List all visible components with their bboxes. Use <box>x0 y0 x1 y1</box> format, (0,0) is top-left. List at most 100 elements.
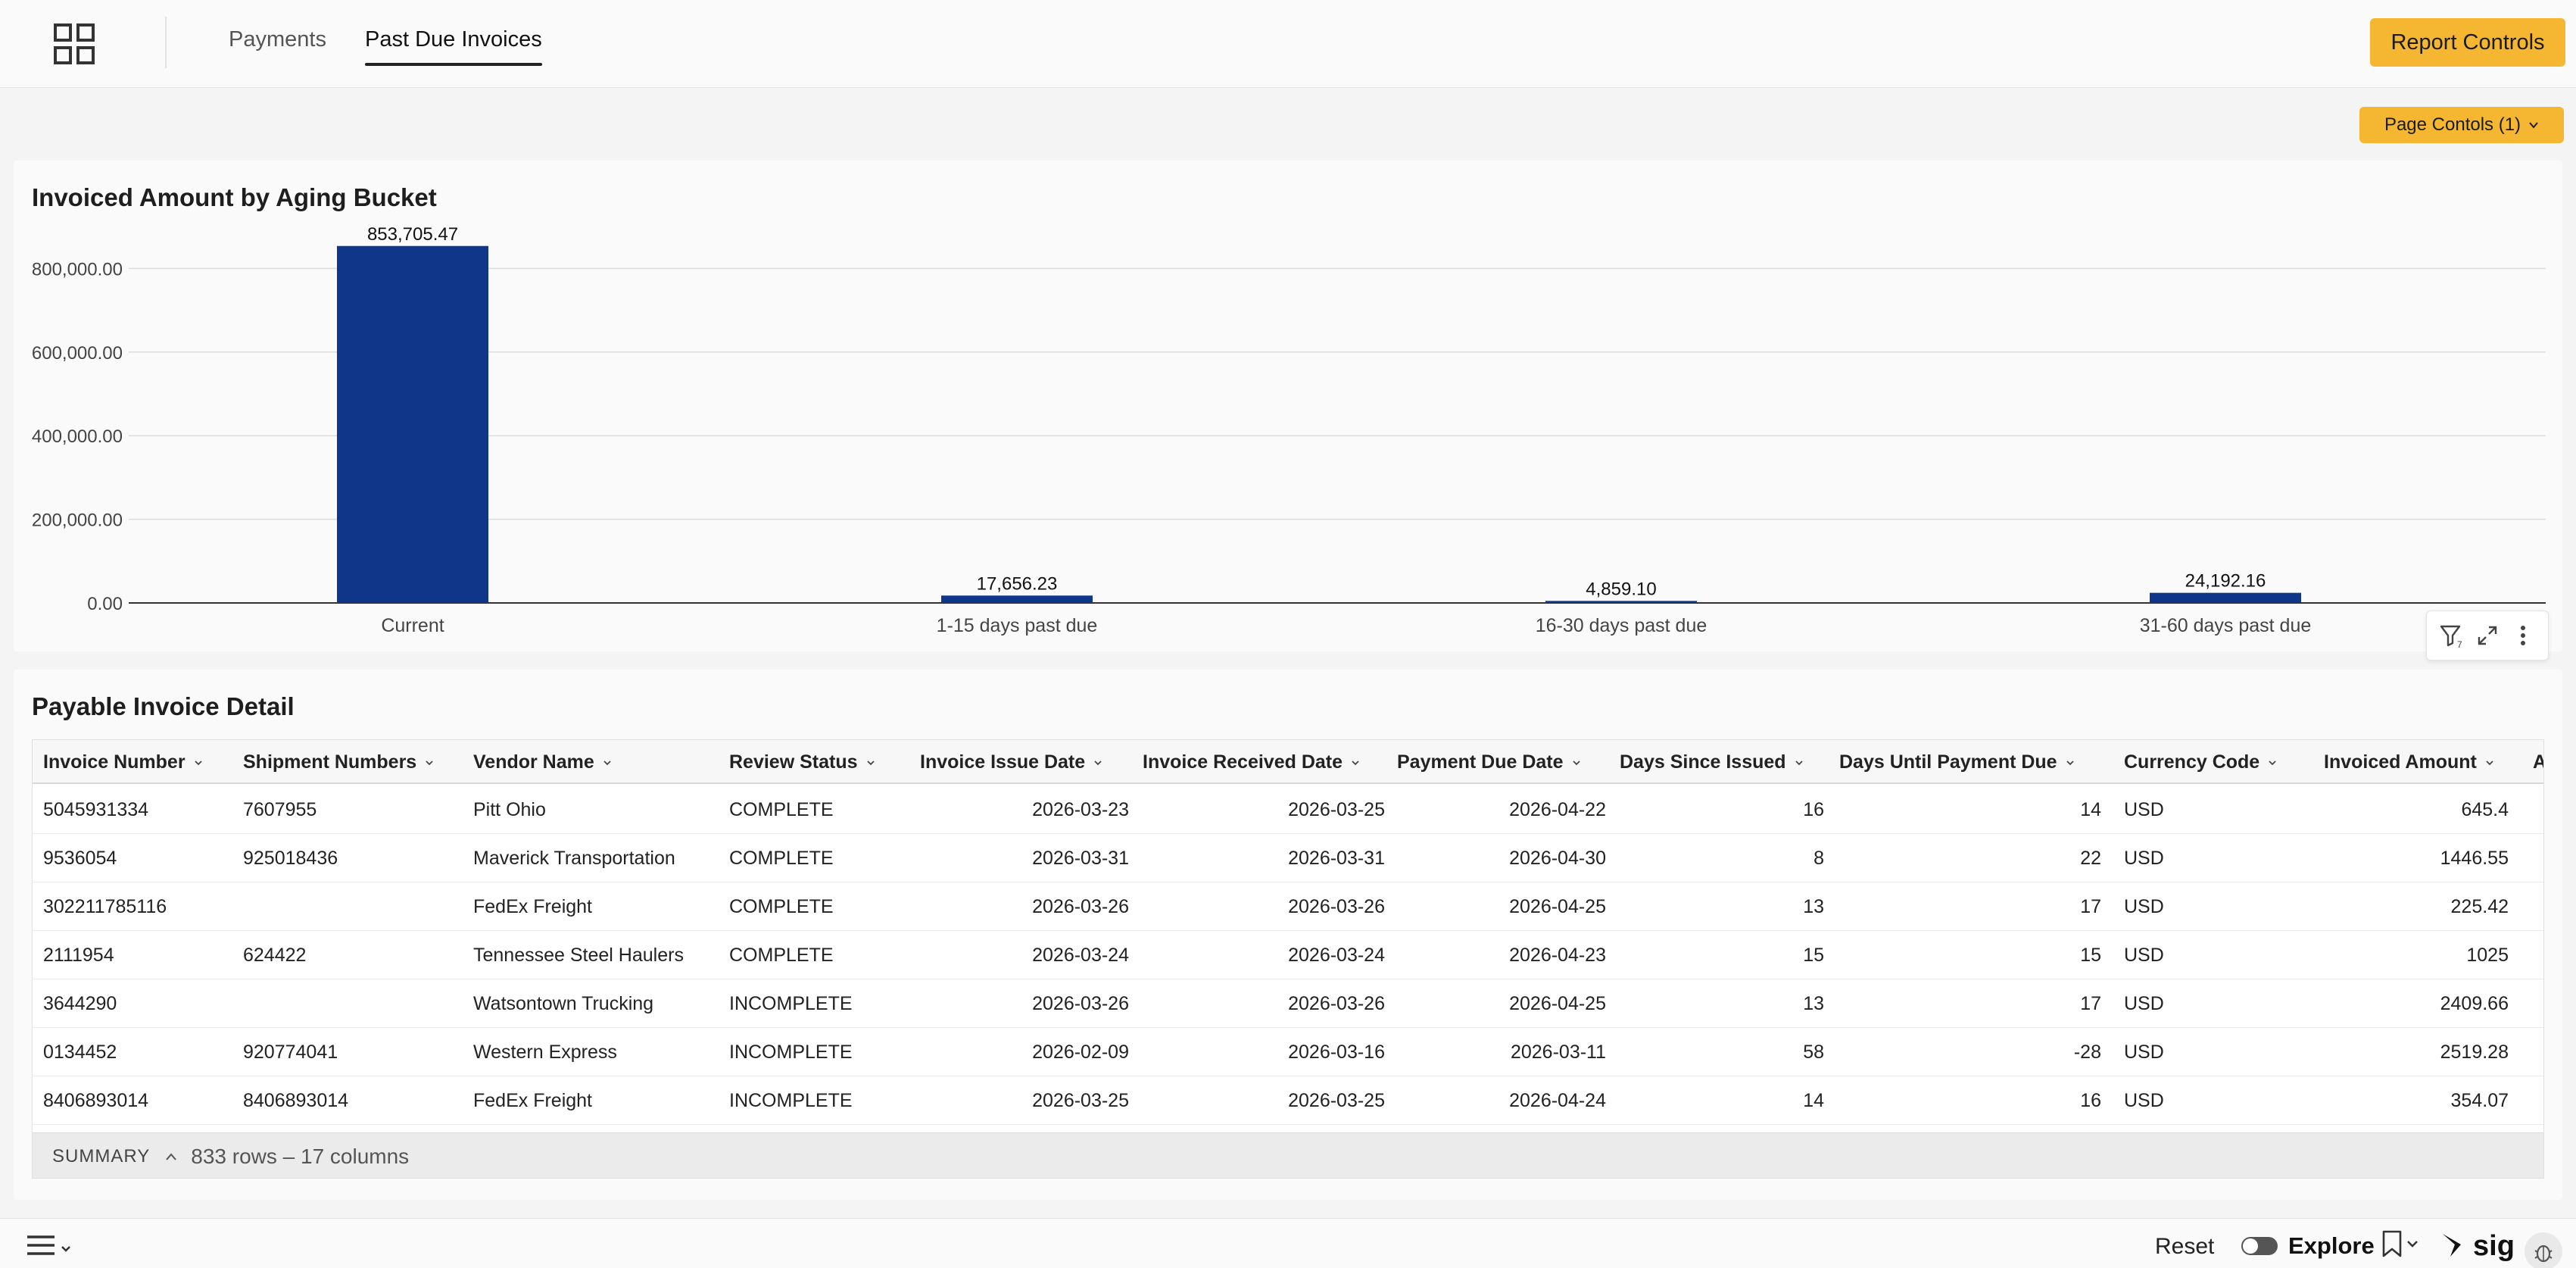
tab-payments[interactable]: Payments <box>229 27 326 52</box>
column-header-label: Invoice Received Date <box>1143 751 1343 773</box>
column-header-ap[interactable]: Ap <box>2533 740 2543 784</box>
bar-2[interactable] <box>1545 601 1697 603</box>
table-cell-days-since-issued: 13 <box>1803 896 1824 917</box>
column-header-payment-due-date[interactable]: Payment Due Date <box>1397 740 1582 784</box>
table-cell-invoice-number: 9536054 <box>43 848 117 869</box>
chevron-down-icon[interactable] <box>424 757 435 768</box>
column-header-days-until-payment-due[interactable]: Days Until Payment Due <box>1839 740 2075 784</box>
table-cell-review-status: COMPLETE <box>729 945 834 966</box>
table-row[interactable]: 302211785116 FedEx Freight COMPLETE 2026-03… <box>33 882 2543 931</box>
y-tick-label: 200,000.00 <box>32 511 123 531</box>
hamburger-menu-icon[interactable] <box>26 1234 76 1257</box>
column-header-invoice-received-date[interactable]: Invoice Received Date <box>1143 740 1361 784</box>
table-cell-review-status: COMPLETE <box>729 848 834 869</box>
apps-grid-icon[interactable] <box>53 23 95 65</box>
column-header-review-status[interactable]: Review Status <box>729 740 876 784</box>
table-cell-invoice-number: 2111954 <box>43 945 114 966</box>
table-cell-invoice-number: 5045931334 <box>43 799 149 820</box>
table-header: Invoice Number Shipment Numbers Vendor Nam… <box>33 740 2543 784</box>
expand-icon[interactable] <box>2474 622 2501 649</box>
table-cell-invoice-number: 302211785116 <box>43 896 167 917</box>
topbar-divider <box>165 17 167 68</box>
table-cell-review-status: INCOMPLETE <box>729 993 853 1014</box>
table-row[interactable]: 0134452 920774041 Western Express INCOMPLET… <box>33 1028 2543 1076</box>
column-header-invoiced-amount[interactable]: Invoiced Amount <box>2324 740 2495 784</box>
table-cell-invoice-received-date: 2026-03-24 <box>1288 945 1385 966</box>
table-cell-days-until-payment-due: 16 <box>2080 1090 2101 1111</box>
table-cell-payment-due-date: 2026-04-25 <box>1509 993 1606 1014</box>
table-cell-days-since-issued: 13 <box>1803 993 1824 1014</box>
tab-past-due-invoices[interactable]: Past Due Invoices <box>365 27 542 66</box>
bookmark-icon[interactable] <box>2379 1229 2423 1258</box>
table-cell-currency-code: USD <box>2124 848 2164 869</box>
column-header-label: Currency Code <box>2124 751 2260 773</box>
table-cell-currency-code: USD <box>2124 1042 2164 1063</box>
table-cell-invoice-number: 3644290 <box>43 993 117 1014</box>
table-cell-invoiced-amount: 2519.28 <box>2440 1042 2509 1063</box>
bar-3[interactable] <box>2150 592 2301 603</box>
bar-data-label: 4,859.10 <box>1586 579 1656 599</box>
column-header-label: Vendor Name <box>473 751 594 773</box>
reset-button[interactable]: Reset <box>2155 1234 2215 1259</box>
page-controls-button[interactable]: Page Contols (1) <box>2359 107 2564 143</box>
table-row[interactable]: 5045931334 7607955 Pitt Ohio COMPLETE 2026-0… <box>33 785 2543 834</box>
table-row[interactable]: 2111954 624422 Tennessee Steel Haulers COMP… <box>33 931 2543 979</box>
chart-title: Invoiced Amount by Aging Bucket <box>32 183 437 211</box>
table-cell-invoice-received-date: 2026-03-25 <box>1288 1090 1385 1111</box>
table-cell-payment-due-date: 2026-04-30 <box>1509 848 1606 869</box>
table-row[interactable]: 3644290 Watsontown Trucking INCOMPLETE 2026… <box>33 979 2543 1028</box>
table-cell-invoice-issue-date: 2026-03-26 <box>1032 896 1129 917</box>
table-cell-currency-code: USD <box>2124 896 2164 917</box>
column-header-invoice-issue-date[interactable]: Invoice Issue Date <box>920 740 1103 784</box>
table-cell-invoice-received-date: 2026-03-16 <box>1288 1042 1385 1063</box>
table-cell-invoice-number: 8406893014 <box>43 1090 149 1111</box>
table-row[interactable]: 8406893014 8406893014 FedEx Freight INCOMPL… <box>33 1076 2543 1125</box>
table-cell-days-until-payment-due: 22 <box>2080 848 2101 869</box>
table-cell-invoice-received-date: 2026-03-31 <box>1288 848 1385 869</box>
chevron-down-icon[interactable] <box>1093 757 1103 768</box>
column-header-shipment-numbers[interactable]: Shipment Numbers <box>243 740 435 784</box>
report-controls-button[interactable]: Report Controls <box>2370 18 2565 67</box>
chart-panel: Invoiced Amount by Aging Bucket 0.00 200,… <box>14 161 2562 651</box>
table-cell-review-status: COMPLETE <box>729 896 834 917</box>
bar-1[interactable] <box>941 595 1093 603</box>
table-cell-shipment-numbers: 624422 <box>243 945 307 966</box>
more-vertical-icon[interactable] <box>2509 622 2537 649</box>
table-cell-vendor-name: FedEx Freight <box>473 1090 593 1111</box>
summary-toggle[interactable]: SUMMARY <box>52 1145 151 1166</box>
chevron-down-icon[interactable] <box>2267 757 2278 768</box>
y-tick-label: 800,000.00 <box>32 259 123 280</box>
y-tick-label: 0.00 <box>87 594 123 614</box>
explore-toggle[interactable] <box>2241 1237 2278 1255</box>
filter-icon[interactable]: 7 <box>2438 622 2465 649</box>
table-cell-currency-code: USD <box>2124 799 2164 820</box>
chevron-up-icon[interactable] <box>164 1149 179 1164</box>
column-header-days-since-issued[interactable]: Days Since Issued <box>1620 740 1804 784</box>
chevron-down-icon[interactable] <box>2065 757 2075 768</box>
table-cell-invoice-issue-date: 2026-03-23 <box>1032 799 1129 820</box>
table-cell-currency-code: USD <box>2124 993 2164 1014</box>
table-cell-invoice-received-date: 2026-03-26 <box>1288 896 1385 917</box>
table-cell-days-until-payment-due: 17 <box>2080 896 2101 917</box>
table-cell-invoiced-amount: 225.42 <box>2450 896 2509 917</box>
table-cell-vendor-name: FedEx Freight <box>473 896 593 917</box>
chevron-down-icon[interactable] <box>193 757 204 768</box>
chevron-down-icon[interactable] <box>1794 757 1804 768</box>
chevron-down-icon[interactable] <box>1571 757 1582 768</box>
table-cell-shipment-numbers: 7607955 <box>243 799 317 820</box>
table-cell-review-status: COMPLETE <box>729 799 834 820</box>
table-cell-shipment-numbers: 8406893014 <box>243 1090 349 1111</box>
table-cell-currency-code: USD <box>2124 945 2164 966</box>
table-cell-invoiced-amount: 645.4 <box>2461 799 2509 820</box>
chevron-down-icon[interactable] <box>602 757 613 768</box>
bar-0[interactable] <box>337 245 488 603</box>
chevron-down-icon[interactable] <box>2484 757 2495 768</box>
table-row[interactable]: 9536054 925018436 Maverick Transportation C… <box>33 834 2543 882</box>
chevron-down-icon[interactable] <box>865 757 876 768</box>
table-cell-vendor-name: Pitt Ohio <box>473 799 546 820</box>
chevron-down-icon[interactable] <box>1350 757 1361 768</box>
column-header-currency-code[interactable]: Currency Code <box>2124 740 2278 784</box>
column-header-vendor-name[interactable]: Vendor Name <box>473 740 613 784</box>
column-header-invoice-number[interactable]: Invoice Number <box>43 740 204 784</box>
bug-icon[interactable] <box>2525 1232 2562 1268</box>
